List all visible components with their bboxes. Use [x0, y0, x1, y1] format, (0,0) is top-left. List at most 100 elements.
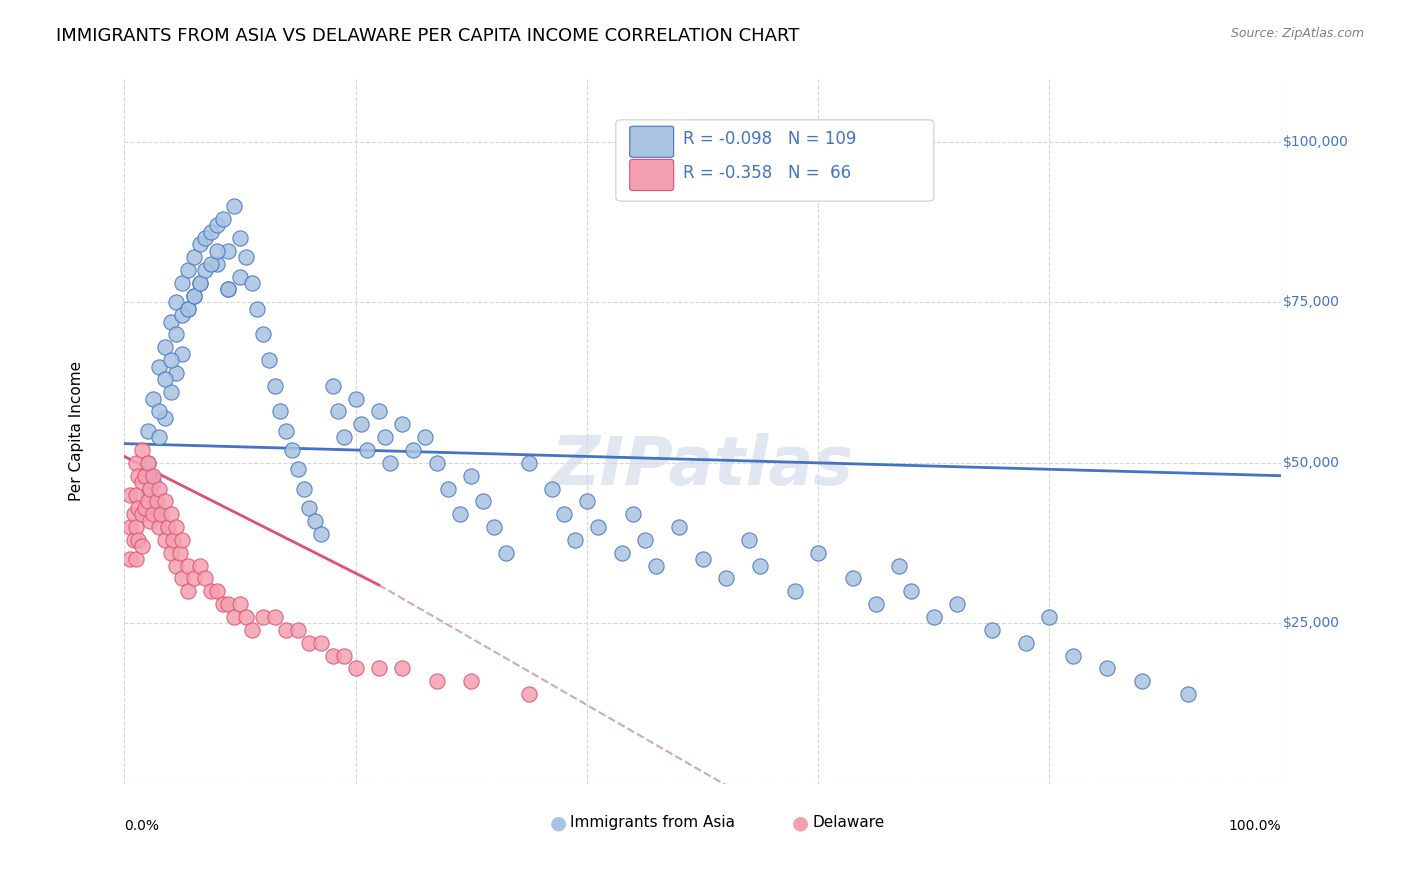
Text: IMMIGRANTS FROM ASIA VS DELAWARE PER CAPITA INCOME CORRELATION CHART: IMMIGRANTS FROM ASIA VS DELAWARE PER CAP… — [56, 27, 800, 45]
Point — [200, 225, 222, 239]
Point — [287, 462, 309, 476]
Text: Delaware: Delaware — [813, 815, 884, 830]
Point — [172, 346, 194, 360]
Point — [367, 661, 389, 675]
Point — [136, 468, 159, 483]
Point — [946, 597, 969, 611]
Text: ●: ● — [793, 814, 810, 832]
Point — [127, 500, 149, 515]
Point — [172, 276, 194, 290]
Point — [165, 295, 187, 310]
Point — [240, 276, 263, 290]
Point — [145, 494, 167, 508]
Point — [131, 475, 153, 490]
Point — [807, 546, 830, 560]
Point — [668, 520, 690, 534]
Point — [240, 623, 263, 637]
Point — [229, 597, 252, 611]
Point — [575, 494, 598, 508]
Point — [865, 597, 887, 611]
Point — [125, 456, 148, 470]
Point — [564, 533, 586, 547]
Text: 0.0%: 0.0% — [124, 820, 159, 833]
Point — [200, 257, 222, 271]
Point — [122, 508, 145, 522]
Point — [194, 231, 217, 245]
Point — [153, 372, 176, 386]
Point — [235, 250, 257, 264]
Point — [541, 482, 564, 496]
Point — [900, 584, 922, 599]
Point — [131, 508, 153, 522]
Point — [172, 308, 194, 322]
Point — [148, 404, 170, 418]
Text: ●: ● — [550, 814, 567, 832]
Point — [122, 533, 145, 547]
Point — [263, 610, 285, 624]
Point — [374, 430, 396, 444]
Point — [252, 327, 274, 342]
FancyBboxPatch shape — [616, 120, 934, 201]
Point — [188, 276, 211, 290]
Point — [344, 661, 367, 675]
Point — [125, 552, 148, 566]
Point — [153, 533, 176, 547]
Point — [205, 257, 228, 271]
Point — [217, 597, 239, 611]
Point — [205, 218, 228, 232]
Point — [205, 244, 228, 258]
Text: $50,000: $50,000 — [1284, 456, 1340, 470]
Point — [588, 520, 610, 534]
Point — [276, 623, 298, 637]
Text: $75,000: $75,000 — [1284, 295, 1340, 310]
Point — [402, 443, 425, 458]
Point — [298, 636, 321, 650]
Point — [714, 572, 737, 586]
Point — [136, 456, 159, 470]
Point — [148, 359, 170, 374]
Point — [169, 546, 191, 560]
Point — [127, 533, 149, 547]
Point — [125, 488, 148, 502]
Text: R = -0.098   N = 109: R = -0.098 N = 109 — [683, 130, 856, 148]
Point — [194, 263, 217, 277]
Point — [749, 558, 772, 573]
Point — [211, 597, 233, 611]
Point — [292, 482, 315, 496]
Point — [842, 572, 865, 586]
Point — [1097, 661, 1119, 675]
Point — [165, 558, 187, 573]
Point — [217, 282, 239, 296]
Point — [1015, 636, 1038, 650]
Point — [134, 468, 156, 483]
Point — [356, 443, 378, 458]
Point — [380, 456, 402, 470]
Point — [159, 508, 181, 522]
Point — [120, 552, 142, 566]
Point — [889, 558, 911, 573]
Point — [183, 289, 205, 303]
Point — [131, 443, 153, 458]
Point — [159, 353, 181, 368]
Point — [157, 520, 180, 534]
Point — [136, 456, 159, 470]
Point — [269, 404, 291, 418]
Point — [139, 514, 162, 528]
Point — [194, 572, 217, 586]
Text: $100,000: $100,000 — [1284, 135, 1348, 149]
Point — [148, 482, 170, 496]
Point — [150, 508, 173, 522]
Point — [131, 540, 153, 554]
Point — [120, 520, 142, 534]
Point — [246, 301, 269, 316]
Point — [148, 508, 170, 522]
Point — [391, 661, 413, 675]
Text: 100.0%: 100.0% — [1227, 820, 1281, 833]
Point — [139, 482, 162, 496]
Point — [391, 417, 413, 432]
Point — [136, 488, 159, 502]
Point — [183, 289, 205, 303]
Point — [200, 584, 222, 599]
Point — [634, 533, 657, 547]
Point — [172, 572, 194, 586]
